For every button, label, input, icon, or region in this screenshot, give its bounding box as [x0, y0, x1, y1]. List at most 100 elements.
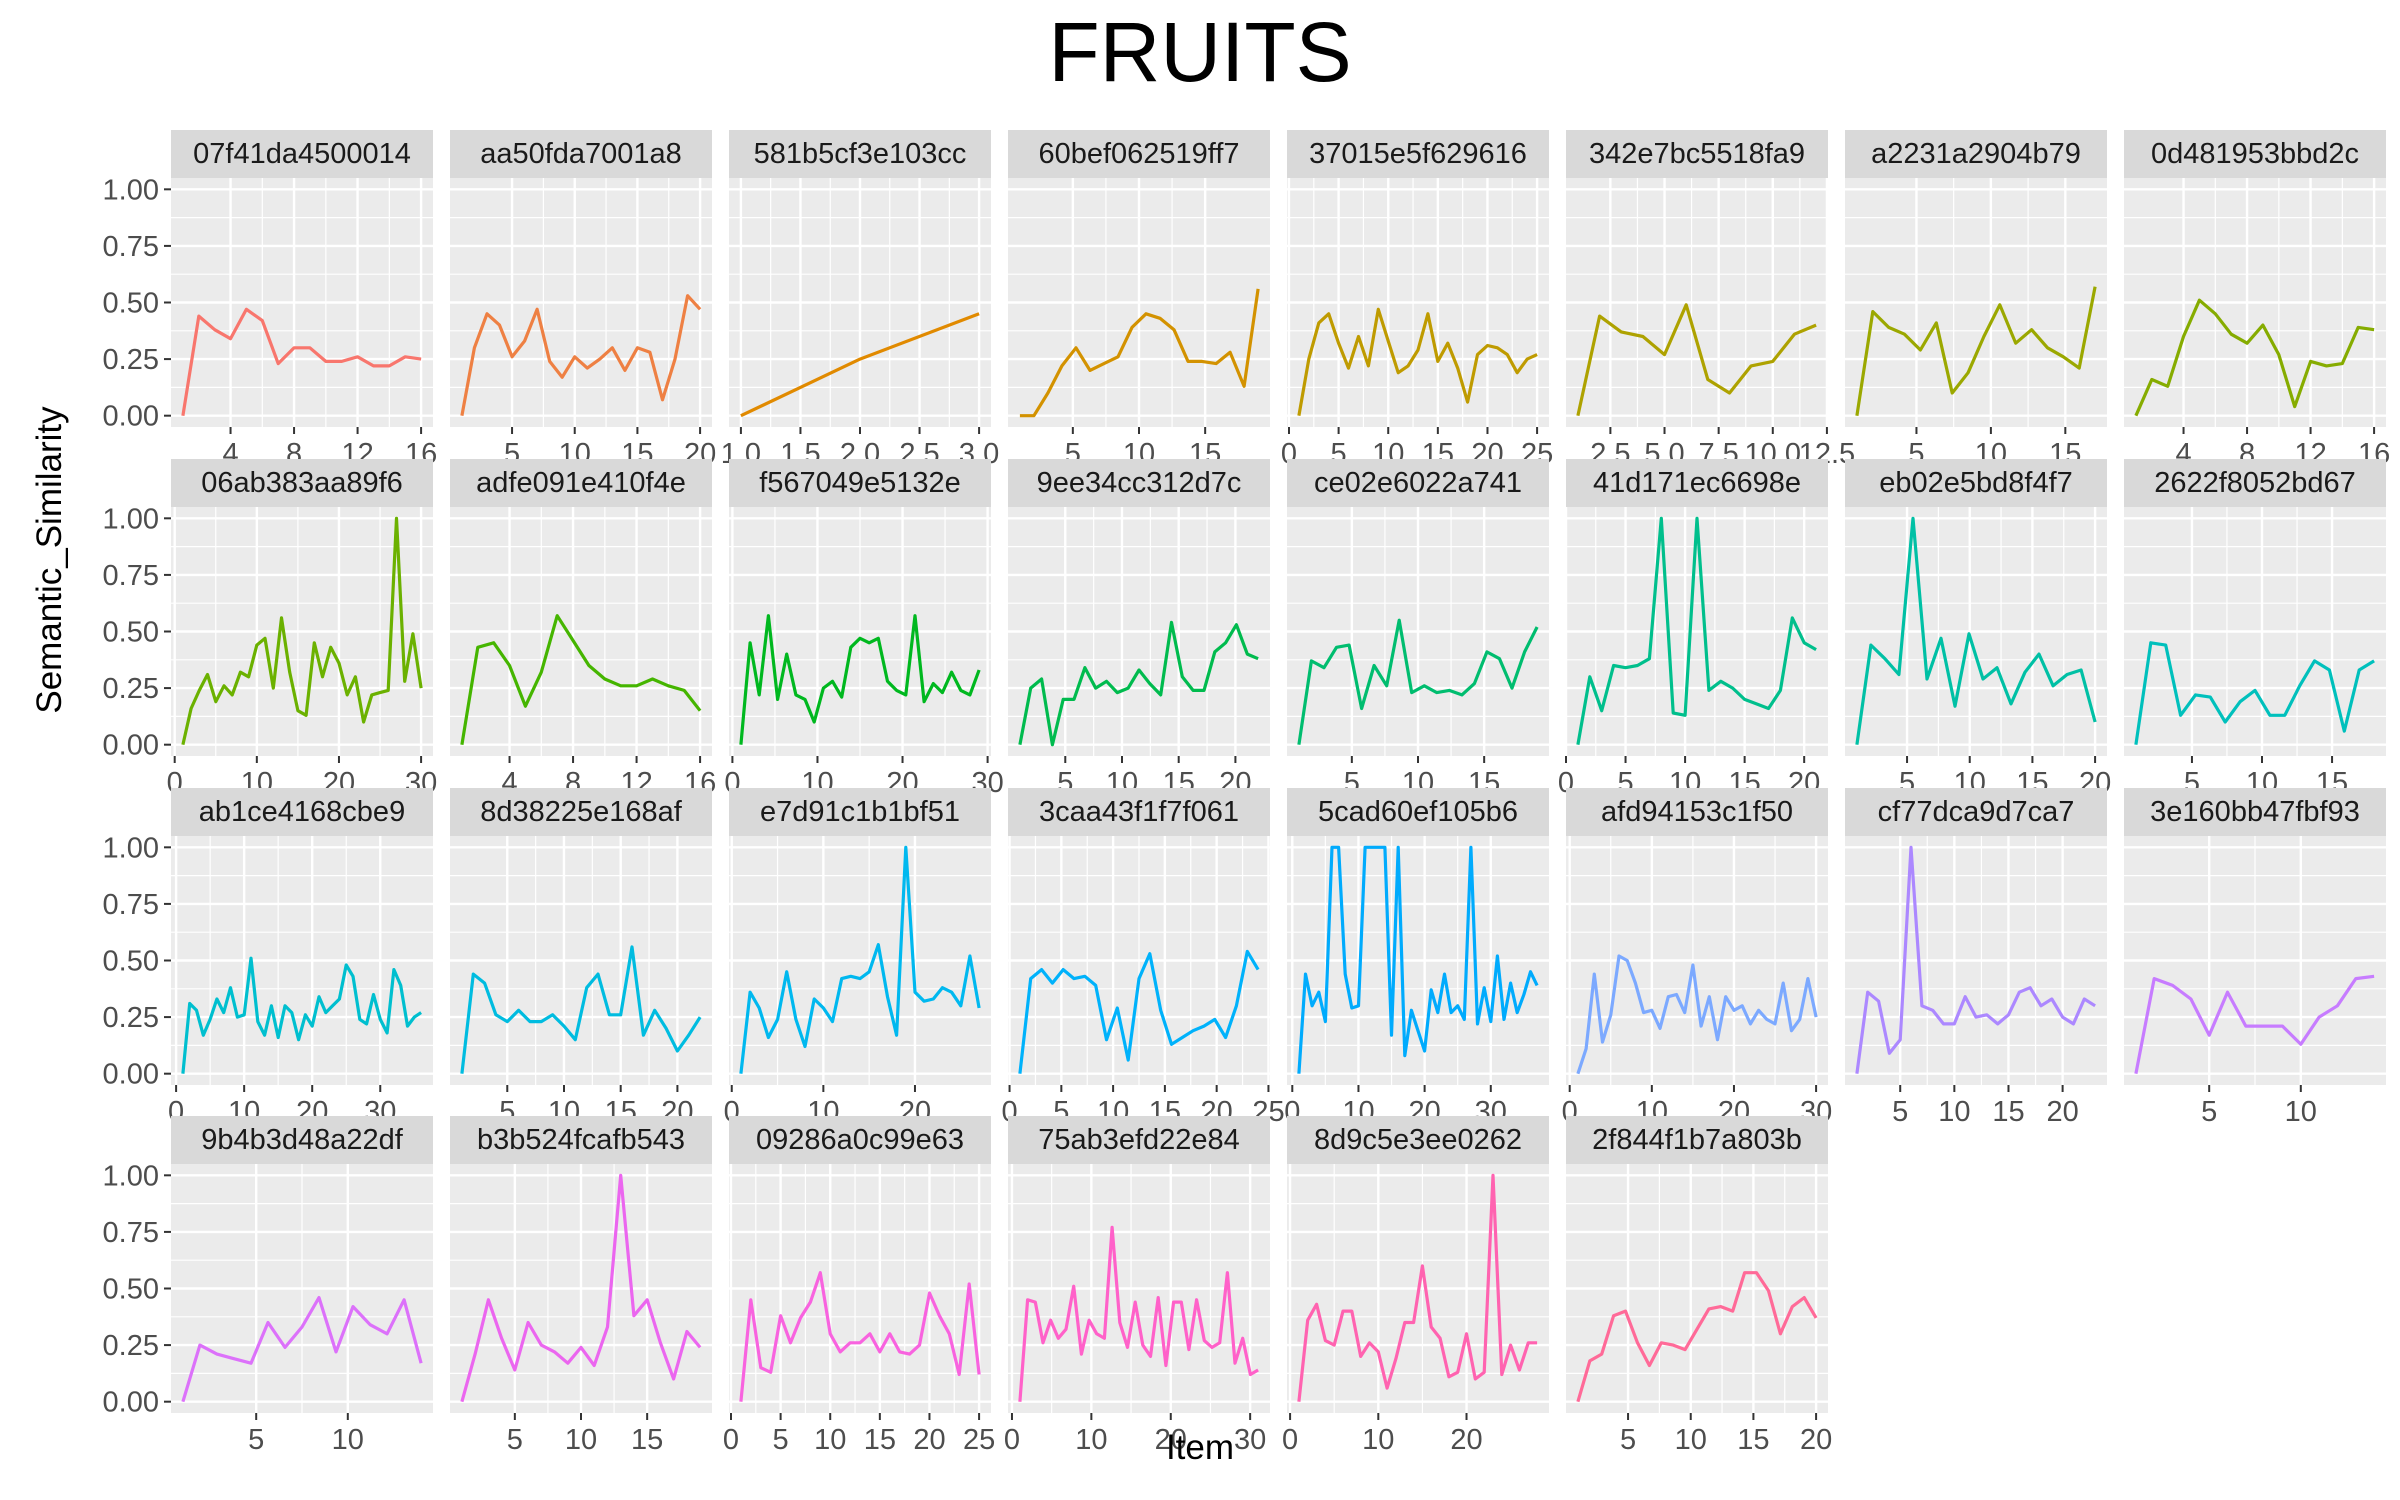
series-line: [1855, 516, 2097, 745]
y-tick-label: 1.00: [103, 1160, 159, 1192]
x-tick-label: 10: [565, 1424, 597, 1456]
x-tick-label: 20: [2046, 1096, 2078, 1128]
facet-strip: [1287, 788, 1549, 836]
facet-strip: [1008, 1116, 1270, 1164]
facet-strip-label: e7d91c1b1bf51: [760, 796, 960, 828]
facet-panel: 75ab3efd22e84 0 10 20 30: [1004, 1116, 1270, 1456]
series-line: [1576, 303, 1817, 417]
facet-strip-label: b3b524fcafb543: [477, 1124, 685, 1156]
x-tick-label: 10: [332, 1424, 364, 1456]
y-tick-label: 0.50: [103, 946, 159, 978]
facet-strip: [1845, 130, 2107, 178]
series-line: [181, 307, 422, 416]
facet-strip: [729, 459, 991, 507]
facet-strip-label: 2f844f1b7a803b: [1592, 1124, 1802, 1156]
y-tick-label: 0.00: [103, 401, 159, 433]
facet-strip-label: 41d171ec6698e: [1593, 467, 1801, 499]
x-tick-label: 10: [2285, 1096, 2317, 1128]
facet-strip-label: 8d38225e168af: [480, 796, 683, 828]
x-tick-label: 10: [1362, 1424, 1394, 1456]
facet-strip-label: 09286a0c99e63: [756, 1124, 964, 1156]
x-tick-label: 20: [913, 1424, 945, 1456]
facet-strip: [2124, 130, 2386, 178]
facet-strip-label: eb02e5bd8f4f7: [1879, 467, 2073, 499]
facet-strip-label: aa50fda7001a8: [480, 138, 682, 170]
y-tick-label: 0.00: [103, 730, 159, 762]
facet-strip-label: 9ee34cc312d7c: [1037, 467, 1242, 499]
series-line: [1019, 288, 1260, 418]
facet-strip: [1008, 459, 1270, 507]
facet-strip-label: f567049e5132e: [759, 467, 961, 499]
facet-strip: [1008, 788, 1270, 836]
x-tick-label: 20: [1800, 1424, 1832, 1456]
facet-strip: [1287, 459, 1549, 507]
facet-strip-label: 8d9c5e3ee0262: [1314, 1124, 1522, 1156]
y-tick-label: 0.00: [103, 1387, 159, 1419]
x-tick-label: 15: [864, 1424, 896, 1456]
facet-strip: [450, 788, 712, 836]
facet-strip: [171, 130, 433, 178]
y-tick-label: 0.00: [103, 1059, 159, 1091]
facet-strip-label: 581b5cf3e103cc: [754, 138, 967, 170]
y-tick-label: 1.00: [103, 174, 159, 206]
series-line: [460, 614, 702, 745]
facet-strip: [2124, 459, 2386, 507]
series-line: [1297, 307, 1538, 416]
series-line: [460, 294, 702, 416]
facet-strip-label: 06ab383aa89f6: [201, 467, 403, 499]
facet-strip: [1845, 788, 2107, 836]
y-tick-label: 0.25: [103, 673, 159, 705]
series-line: [1297, 618, 1539, 745]
y-tick-label: 0.25: [103, 1002, 159, 1034]
facet-panel: 2f844f1b7a803b 5 10 15 20: [1566, 1116, 1832, 1456]
facet-strip: [171, 1116, 433, 1164]
x-tick-label: 0: [723, 1424, 739, 1456]
series-line: [181, 516, 423, 746]
facet-strip: [1008, 130, 1270, 178]
x-tick-label: 10: [1938, 1096, 1970, 1128]
facet-strip-label: afd94153c1f50: [1601, 796, 1793, 828]
y-tick-label: 0.75: [103, 231, 159, 263]
series-line: [1855, 845, 2096, 1074]
series-line: [181, 956, 422, 1074]
facet-strip-label: 75ab3efd22e84: [1038, 1124, 1240, 1156]
facet-strip: [450, 459, 712, 507]
series-line: [1297, 845, 1539, 1074]
facet-panel: b3b524fcafb543 5 10 15: [450, 1116, 712, 1456]
x-tick-label: 0: [1004, 1424, 1020, 1456]
facet-strip-label: 3e160bb47fbf93: [2150, 796, 2360, 828]
x-tick-label: 5: [507, 1424, 523, 1456]
series-line: [740, 312, 980, 418]
facet-panel: 8d9c5e3ee0262 0 10 20: [1282, 1116, 1549, 1456]
series-line: [460, 945, 702, 1074]
x-tick-label: 10: [1075, 1424, 1107, 1456]
chart-title: FRUITS: [1048, 5, 1352, 99]
facet-strip: [729, 788, 991, 836]
facet-panel: 09286a0c99e63 0 5 10 15 20 25: [723, 1116, 995, 1456]
facet-strip: [729, 1116, 991, 1164]
x-tick-label: 5: [1892, 1096, 1908, 1128]
y-tick-label: 0.25: [103, 1330, 159, 1362]
series-line: [1297, 1173, 1538, 1402]
series-line: [1018, 620, 1259, 747]
facet-strip: [1566, 788, 1828, 836]
facet-strip: [171, 788, 433, 836]
series-line: [1018, 949, 1260, 1074]
series-line: [739, 845, 981, 1074]
x-tick-label: 30: [1234, 1424, 1266, 1456]
facet-strip-label: 07f41da4500014: [193, 138, 411, 170]
